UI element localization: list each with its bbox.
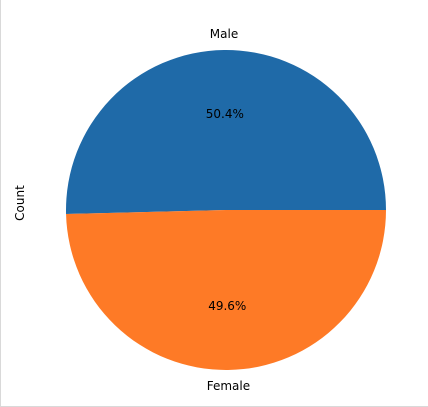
- pie-slice-female: [66, 210, 387, 371]
- y-axis-label: Count: [12, 185, 27, 221]
- slice-percent-male: 50.4%: [205, 107, 244, 121]
- pie-slice-male: [66, 50, 386, 215]
- slice-label-female: Female: [206, 378, 251, 393]
- slice-label-male: Male: [209, 27, 239, 41]
- pie-slices: [66, 50, 387, 371]
- slice-percent-female: 49.6%: [208, 298, 247, 313]
- left-frame-line: [0, 0, 1, 407]
